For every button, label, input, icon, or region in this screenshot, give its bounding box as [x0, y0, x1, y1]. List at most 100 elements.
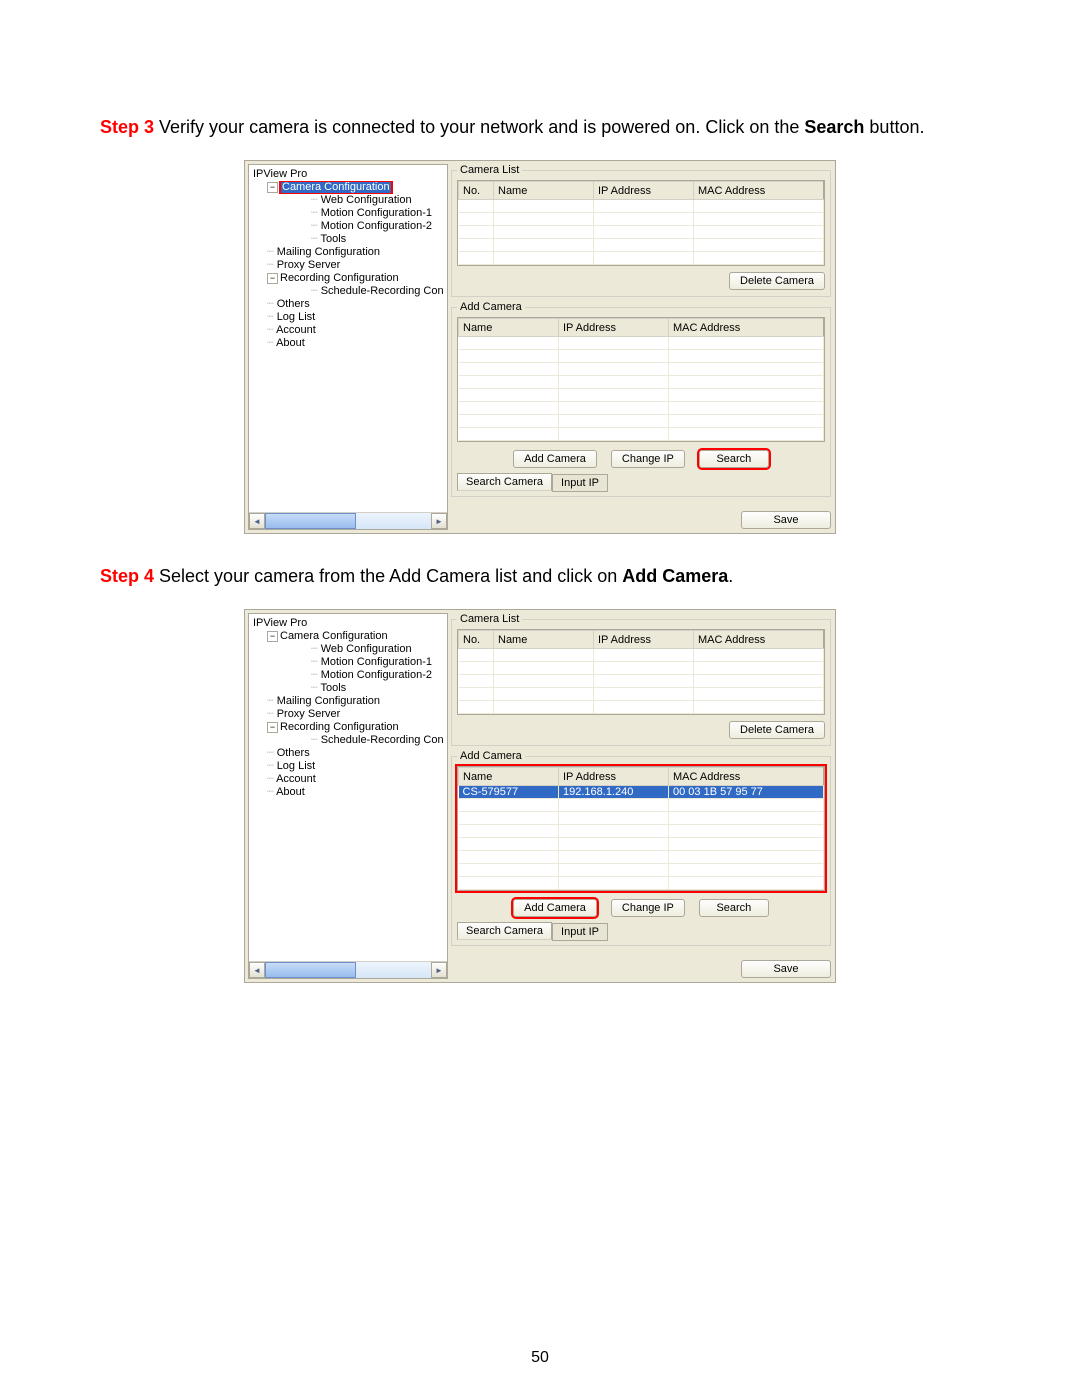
scroll-left-icon[interactable]: ◄: [249, 513, 265, 529]
table-row[interactable]: [459, 662, 824, 675]
table-row[interactable]: [459, 864, 824, 877]
table-row[interactable]: [459, 812, 824, 825]
add-camera-legend: Add Camera: [457, 750, 525, 762]
table-row[interactable]: [459, 701, 824, 714]
col-mac[interactable]: MAC Address: [669, 319, 824, 337]
col-name[interactable]: Name: [494, 182, 594, 200]
tree-loglist[interactable]: ┈ Log List: [253, 311, 445, 324]
step-3-text: Step 3 Verify your camera is connected t…: [100, 115, 980, 140]
tree-camera-config[interactable]: −Camera Configuration: [253, 181, 445, 194]
tree-about[interactable]: ┈ About: [253, 337, 445, 350]
tree-others[interactable]: ┈ Others: [253, 298, 445, 311]
tab-search-camera[interactable]: Search Camera: [457, 473, 552, 491]
tree-motion2[interactable]: ┈ Motion Configuration-2: [253, 669, 445, 682]
page-number: 50: [0, 1349, 1080, 1367]
add-camera-button[interactable]: Add Camera: [513, 899, 597, 917]
table-row[interactable]: [459, 389, 824, 402]
table-row[interactable]: [459, 675, 824, 688]
collapse-icon[interactable]: −: [267, 182, 278, 193]
table-row[interactable]: [459, 213, 824, 226]
table-row[interactable]: [459, 825, 824, 838]
tree-others[interactable]: ┈ Others: [253, 747, 445, 760]
table-row[interactable]: [459, 226, 824, 239]
col-no[interactable]: No.: [459, 182, 494, 200]
tree-motion2[interactable]: ┈ Motion Configuration-2: [253, 220, 445, 233]
table-row[interactable]: [459, 838, 824, 851]
tree-motion1[interactable]: ┈ Motion Configuration-1: [253, 656, 445, 669]
table-row[interactable]: [459, 799, 824, 812]
tree-schedrec[interactable]: ┈ Schedule-Recording Con: [253, 734, 445, 747]
scroll-thumb[interactable]: [265, 513, 356, 529]
tab-input-ip[interactable]: Input IP: [552, 923, 608, 941]
table-row[interactable]: [459, 350, 824, 363]
tree-loglist[interactable]: ┈ Log List: [253, 760, 445, 773]
tree-scrollbar[interactable]: ◄ ►: [249, 512, 447, 529]
collapse-icon[interactable]: −: [267, 722, 278, 733]
table-row[interactable]: [459, 402, 824, 415]
delete-camera-button[interactable]: Delete Camera: [729, 721, 825, 739]
col-ip[interactable]: IP Address: [594, 182, 694, 200]
table-row[interactable]: [459, 649, 824, 662]
scroll-left-icon[interactable]: ◄: [249, 962, 265, 978]
scroll-thumb[interactable]: [265, 962, 356, 978]
table-row[interactable]: [459, 337, 824, 350]
table-row[interactable]: [459, 428, 824, 441]
tree-mailconf[interactable]: ┈ Mailing Configuration: [253, 695, 445, 708]
tree-account[interactable]: ┈ Account: [253, 324, 445, 337]
tab-search-camera[interactable]: Search Camera: [457, 922, 552, 940]
col-mac[interactable]: MAC Address: [694, 182, 824, 200]
col-ip[interactable]: IP Address: [559, 768, 669, 786]
tree-proxy[interactable]: ┈ Proxy Server: [253, 259, 445, 272]
table-row[interactable]: [459, 688, 824, 701]
col-ip[interactable]: IP Address: [559, 319, 669, 337]
table-row[interactable]: [459, 877, 824, 890]
tree-root[interactable]: IPView Pro: [253, 168, 445, 181]
col-no[interactable]: No.: [459, 631, 494, 649]
camera-list-group: Camera List No. Name IP Address MAC Addr…: [451, 164, 831, 297]
tree-mailconf[interactable]: ┈ Mailing Configuration: [253, 246, 445, 259]
table-row[interactable]: [459, 363, 824, 376]
change-ip-button[interactable]: Change IP: [611, 899, 685, 917]
col-mac[interactable]: MAC Address: [669, 768, 824, 786]
delete-camera-button[interactable]: Delete Camera: [729, 272, 825, 290]
tree-web-config[interactable]: ┈ Web Configuration: [253, 643, 445, 656]
tree-camera-config[interactable]: −Camera Configuration: [253, 630, 445, 643]
table-row[interactable]: [459, 851, 824, 864]
table-row[interactable]: [459, 376, 824, 389]
tree-proxy[interactable]: ┈ Proxy Server: [253, 708, 445, 721]
table-row[interactable]: [459, 200, 824, 213]
table-row[interactable]: [459, 239, 824, 252]
table-row[interactable]: [459, 252, 824, 265]
tree-root[interactable]: IPView Pro: [253, 617, 445, 630]
tree-recconf[interactable]: −Recording Configuration: [253, 721, 445, 734]
search-button[interactable]: Search: [699, 450, 769, 468]
tree-about[interactable]: ┈ About: [253, 786, 445, 799]
table-row[interactable]: [459, 415, 824, 428]
col-ip[interactable]: IP Address: [594, 631, 694, 649]
col-mac[interactable]: MAC Address: [694, 631, 824, 649]
tree-scrollbar[interactable]: ◄ ►: [249, 961, 447, 978]
tree-schedrec[interactable]: ┈ Schedule-Recording Con: [253, 285, 445, 298]
tree-tools[interactable]: ┈ Tools: [253, 682, 445, 695]
add-camera-table: Name IP Address MAC Address: [458, 318, 824, 441]
collapse-icon[interactable]: −: [267, 631, 278, 642]
tree-web-config[interactable]: ┈ Web Configuration: [253, 194, 445, 207]
save-button[interactable]: Save: [741, 960, 831, 978]
tab-input-ip[interactable]: Input IP: [552, 474, 608, 492]
tree-motion1[interactable]: ┈ Motion Configuration-1: [253, 207, 445, 220]
add-camera-button[interactable]: Add Camera: [513, 450, 597, 468]
collapse-icon[interactable]: −: [267, 273, 278, 284]
save-button[interactable]: Save: [741, 511, 831, 529]
change-ip-button[interactable]: Change IP: [611, 450, 685, 468]
tree-account[interactable]: ┈ Account: [253, 773, 445, 786]
tree-recconf[interactable]: −Recording Configuration: [253, 272, 445, 285]
found-camera-row[interactable]: CS-579577 192.168.1.240 00 03 1B 57 95 7…: [459, 786, 824, 799]
camera-list-table: No. Name IP Address MAC Address: [458, 630, 824, 714]
scroll-right-icon[interactable]: ►: [431, 513, 447, 529]
col-name[interactable]: Name: [459, 768, 559, 786]
scroll-right-icon[interactable]: ►: [431, 962, 447, 978]
col-name[interactable]: Name: [459, 319, 559, 337]
tree-tools[interactable]: ┈ Tools: [253, 233, 445, 246]
col-name[interactable]: Name: [494, 631, 594, 649]
search-button[interactable]: Search: [699, 899, 769, 917]
